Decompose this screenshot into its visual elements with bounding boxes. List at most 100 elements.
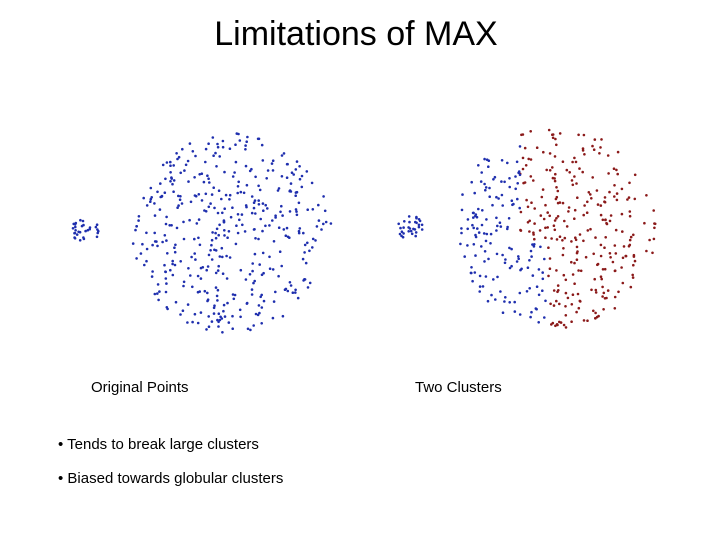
data-point bbox=[213, 248, 216, 252]
data-point bbox=[189, 200, 193, 204]
cluster-b-point bbox=[591, 144, 594, 148]
data-point bbox=[223, 207, 226, 210]
data-point bbox=[215, 294, 219, 298]
cluster-b-point bbox=[615, 192, 619, 195]
cluster-b-point bbox=[558, 320, 561, 324]
data-point bbox=[156, 283, 160, 286]
data-point bbox=[221, 211, 224, 215]
cluster-b-point bbox=[601, 218, 605, 222]
cluster-b-point bbox=[535, 146, 539, 149]
cluster-a-point bbox=[418, 219, 422, 223]
cluster-b-point bbox=[632, 233, 635, 237]
data-point bbox=[193, 176, 196, 179]
data-point bbox=[257, 203, 261, 206]
cluster-b-point bbox=[583, 153, 586, 156]
cluster-b-point bbox=[571, 160, 574, 164]
cluster-b-point bbox=[528, 219, 531, 223]
cluster-b-point bbox=[621, 281, 625, 285]
data-point bbox=[261, 229, 264, 233]
data-point bbox=[194, 258, 197, 261]
data-point bbox=[184, 163, 188, 167]
cluster-b-point bbox=[626, 198, 629, 201]
data-point bbox=[234, 143, 237, 146]
cluster-a-point bbox=[461, 193, 464, 196]
data-point bbox=[169, 268, 172, 272]
data-point bbox=[208, 181, 211, 184]
cluster-b-point bbox=[645, 249, 648, 253]
data-point bbox=[246, 327, 250, 331]
data-point bbox=[178, 198, 182, 201]
cluster-a-point bbox=[510, 264, 513, 268]
cluster-b-point bbox=[565, 225, 569, 228]
data-point bbox=[221, 331, 224, 334]
data-point bbox=[163, 191, 167, 194]
cluster-a-point bbox=[495, 195, 498, 199]
cluster-a-point bbox=[530, 255, 533, 258]
data-point bbox=[182, 280, 186, 284]
data-point bbox=[322, 222, 325, 226]
cluster-a-point bbox=[541, 277, 545, 281]
data-point bbox=[164, 177, 167, 181]
data-point bbox=[278, 250, 282, 253]
data-point bbox=[308, 249, 311, 253]
cluster-a-point bbox=[483, 260, 486, 263]
cluster-b-point bbox=[558, 132, 562, 135]
data-point bbox=[168, 224, 171, 227]
cluster-b-point bbox=[521, 167, 525, 171]
cluster-b-point bbox=[586, 200, 589, 204]
data-point bbox=[156, 244, 159, 248]
cluster-b-point bbox=[602, 291, 606, 295]
cluster-a-point bbox=[499, 290, 502, 293]
data-point bbox=[231, 314, 234, 318]
data-point bbox=[79, 218, 82, 222]
data-point bbox=[257, 137, 261, 141]
cluster-a-point bbox=[488, 195, 492, 198]
data-point bbox=[186, 159, 190, 163]
data-point bbox=[194, 154, 197, 158]
data-point bbox=[212, 306, 216, 310]
cluster-b-point bbox=[613, 184, 616, 187]
cluster-b-point bbox=[629, 235, 633, 239]
cluster-a-point bbox=[510, 247, 513, 251]
data-point bbox=[250, 288, 254, 291]
cluster-a-point bbox=[537, 268, 541, 271]
data-point bbox=[211, 136, 215, 139]
cluster-a-point bbox=[400, 230, 404, 233]
cluster-a-point bbox=[473, 191, 477, 195]
cluster-b-point bbox=[592, 148, 596, 151]
data-point bbox=[197, 236, 200, 240]
cluster-b-point bbox=[652, 237, 656, 241]
data-point bbox=[290, 171, 294, 174]
data-point bbox=[210, 243, 213, 247]
data-point bbox=[244, 144, 247, 147]
cluster-a-point bbox=[460, 227, 463, 230]
data-point bbox=[84, 229, 87, 233]
data-point bbox=[204, 210, 208, 213]
data-point bbox=[295, 190, 299, 194]
cluster-a-point bbox=[471, 279, 474, 283]
data-point bbox=[169, 164, 172, 167]
cluster-b-point bbox=[544, 203, 547, 207]
cluster-a-point bbox=[471, 223, 474, 227]
cluster-b-point bbox=[555, 238, 559, 241]
cluster-a-point bbox=[513, 300, 516, 304]
cluster-b-point bbox=[601, 268, 605, 271]
data-point bbox=[271, 219, 274, 222]
cluster-b-point bbox=[587, 191, 591, 194]
data-point bbox=[195, 222, 199, 225]
cluster-b-point bbox=[574, 238, 578, 242]
data-point bbox=[209, 249, 212, 252]
data-point bbox=[213, 304, 216, 308]
cluster-a-point bbox=[486, 299, 490, 303]
data-point bbox=[175, 226, 179, 230]
cluster-a-point bbox=[474, 214, 477, 218]
cluster-a-point bbox=[463, 255, 467, 258]
data-point bbox=[179, 171, 182, 175]
cluster-b-point bbox=[628, 238, 632, 242]
cluster-a-point bbox=[514, 187, 517, 191]
data-point bbox=[214, 231, 217, 235]
data-point bbox=[280, 204, 283, 208]
data-point bbox=[250, 211, 254, 215]
cluster-a-point bbox=[480, 223, 484, 227]
cluster-a-point bbox=[531, 274, 535, 277]
